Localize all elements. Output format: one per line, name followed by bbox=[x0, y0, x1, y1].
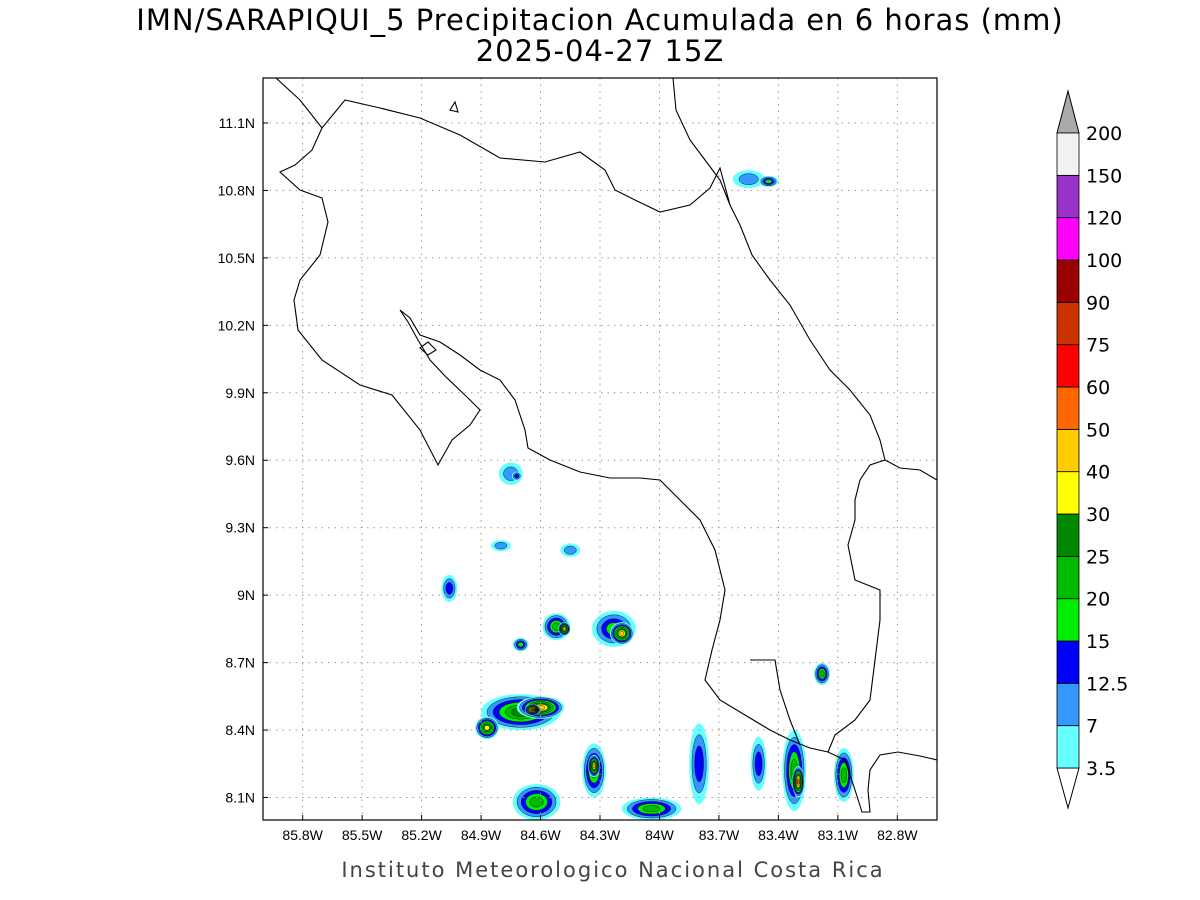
lat-tick-label: 9.9N bbox=[225, 385, 255, 401]
colorbar-level-label: 7 bbox=[1086, 716, 1098, 738]
colorbar-swatch bbox=[1056, 598, 1080, 642]
precip-contour bbox=[619, 631, 625, 636]
precip-contour bbox=[694, 745, 704, 782]
precip-contour bbox=[764, 179, 773, 184]
lon-tick-label: 84W bbox=[645, 827, 675, 843]
precip-contour bbox=[529, 796, 544, 808]
lat-lon-grid bbox=[263, 78, 937, 820]
precip-contour bbox=[514, 473, 520, 479]
colorbar-level-label: 90 bbox=[1086, 292, 1110, 314]
precip-contour bbox=[642, 805, 661, 813]
colorbar-level-label: 100 bbox=[1086, 250, 1122, 272]
colorbar-low-triangle bbox=[1056, 767, 1080, 810]
colorbar-swatch bbox=[1056, 386, 1080, 430]
colorbar-high-triangle bbox=[1056, 89, 1080, 134]
colorbar-level-label: 12.5 bbox=[1086, 673, 1128, 695]
colorbar-level-label: 60 bbox=[1086, 377, 1110, 399]
colorbar-level-label: 20 bbox=[1086, 589, 1110, 611]
lat-tick-label: 10.5N bbox=[218, 250, 255, 266]
gulf-island bbox=[419, 341, 437, 356]
lake-island bbox=[449, 100, 459, 113]
precip-contour bbox=[531, 708, 534, 711]
colorbar: 3.5 7 12.5 15 20 25 30 40 50 60 75 90 100 120 150 200 bbox=[1056, 89, 1128, 810]
lon-tick-label: 83.1W bbox=[818, 827, 859, 843]
colorbar-level-label: 120 bbox=[1086, 208, 1122, 230]
lon-tick-label: 85.2W bbox=[401, 827, 442, 843]
lon-tick-label: 85.5W bbox=[342, 827, 383, 843]
map-title: IMN/SARAPIQUI_5 Precipitacion Acumulada … bbox=[136, 3, 1063, 37]
peninsula-outline bbox=[750, 659, 801, 746]
colorbar-swatch bbox=[1056, 301, 1080, 346]
lon-tick-label: 83.4W bbox=[758, 827, 799, 843]
colorbar-swatch bbox=[1056, 555, 1080, 600]
lat-tick-label: 8.1N bbox=[225, 790, 255, 806]
nicaragua-costa-rica-border bbox=[321, 99, 731, 213]
precipitation-field bbox=[441, 170, 854, 820]
lon-tick-label: 84.6W bbox=[520, 827, 561, 843]
lat-tick-label: 8.4N bbox=[225, 722, 255, 738]
precip-contour bbox=[517, 642, 524, 648]
coastlines-and-borders bbox=[275, 78, 937, 813]
colorbar-level-label: 25 bbox=[1086, 546, 1110, 568]
footer-credit: Instituto Meteorologico Nacional Costa R… bbox=[341, 858, 884, 882]
pacific-coastline bbox=[275, 78, 937, 813]
colorbar-swatch bbox=[1056, 174, 1080, 219]
colorbar-swatch bbox=[1056, 471, 1080, 515]
precip-contour bbox=[840, 767, 847, 783]
latitude-tick-labels: 8.1N 8.4N 8.7N 9N 9.3N 9.6N 9.9N 10.2N 10.5N 10.8… bbox=[218, 115, 268, 806]
colorbar-swatch bbox=[1056, 344, 1080, 388]
precip-contour bbox=[563, 545, 577, 555]
lat-tick-label: 10.8N bbox=[218, 182, 255, 198]
map-subtitle-datetime: 2025-04-27 15Z bbox=[476, 34, 725, 68]
colorbar-swatch bbox=[1056, 640, 1080, 684]
lon-tick-label: 82.8W bbox=[877, 827, 918, 843]
colorbar-labels: 3.5 7 12.5 15 20 25 30 40 50 60 75 90 100 120 150 200 bbox=[1086, 123, 1128, 780]
precip-contour bbox=[445, 582, 454, 595]
colorbar-swatch bbox=[1056, 217, 1080, 261]
lat-tick-label: 9.3N bbox=[225, 520, 255, 536]
precip-contour bbox=[563, 627, 566, 631]
lat-tick-label: 9.6N bbox=[225, 452, 255, 468]
precip-contour bbox=[592, 763, 596, 769]
longitude-tick-labels: 85.8W 85.5W 85.2W 84.9W 84.6W 84.3W 84W 83.7W 83… bbox=[282, 815, 918, 843]
colorbar-level-label: 15 bbox=[1086, 631, 1110, 653]
lon-tick-label: 83.7W bbox=[699, 827, 740, 843]
lat-tick-label: 11.1N bbox=[219, 115, 255, 131]
costa-rica-panama-border bbox=[827, 459, 886, 753]
precip-contour bbox=[738, 173, 759, 185]
colorbar-swatch bbox=[1056, 259, 1080, 303]
precip-contour bbox=[484, 725, 490, 731]
lat-tick-label: 9N bbox=[237, 587, 255, 603]
colorbar-level-label: 3.5 bbox=[1086, 758, 1116, 780]
precip-contour bbox=[754, 751, 763, 776]
lat-tick-label: 10.2N bbox=[218, 317, 255, 333]
lat-tick-label: 8.7N bbox=[225, 655, 255, 671]
colorbar-level-label: 50 bbox=[1086, 419, 1110, 441]
colorbar-swatch bbox=[1056, 132, 1080, 176]
colorbar-level-label: 200 bbox=[1086, 123, 1122, 145]
colorbar-swatch bbox=[1056, 682, 1080, 727]
colorbar-level-label: 40 bbox=[1086, 462, 1110, 484]
colorbar-swatch bbox=[1056, 428, 1080, 473]
colorbar-boxes bbox=[1056, 89, 1080, 810]
colorbar-level-label: 150 bbox=[1086, 165, 1122, 187]
precip-contour bbox=[494, 542, 508, 550]
precip-contour bbox=[819, 670, 825, 678]
lon-tick-label: 84.3W bbox=[580, 827, 621, 843]
colorbar-swatch bbox=[1056, 513, 1080, 557]
precip-contour bbox=[536, 709, 538, 711]
map-panel: 85.8W 85.5W 85.2W 84.9W 84.6W 84.3W 84W 83.7W 83… bbox=[218, 77, 938, 843]
precip-contour bbox=[797, 778, 800, 785]
colorbar-level-label: 75 bbox=[1086, 335, 1110, 357]
colorbar-level-label: 30 bbox=[1086, 504, 1110, 526]
lon-tick-label: 84.9W bbox=[461, 827, 502, 843]
colorbar-swatch bbox=[1056, 725, 1080, 769]
lon-tick-label: 85.8W bbox=[282, 827, 323, 843]
